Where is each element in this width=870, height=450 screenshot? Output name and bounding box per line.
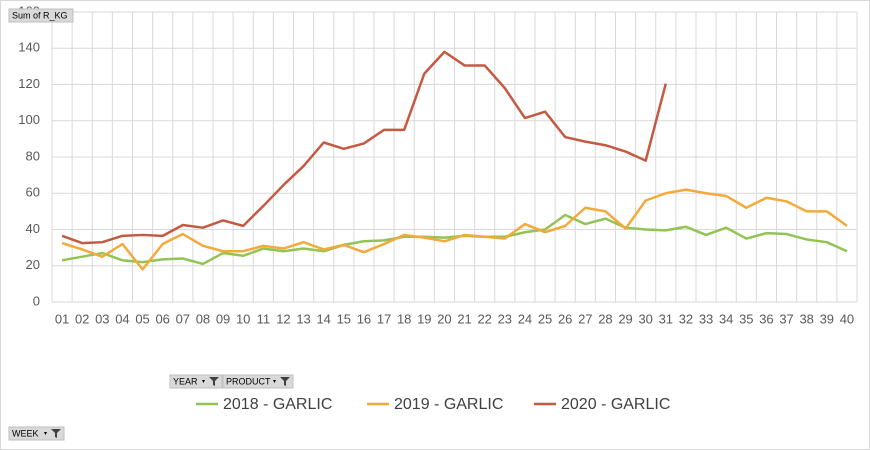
x-tick-label: 05 bbox=[135, 311, 149, 326]
x-tick-label: 27 bbox=[578, 311, 592, 326]
y-tick-label: 20 bbox=[26, 257, 40, 272]
filter-icon bbox=[209, 377, 219, 386]
x-tick-label: 30 bbox=[638, 311, 652, 326]
x-tick-label: 37 bbox=[779, 311, 793, 326]
x-tick-label: 23 bbox=[498, 311, 512, 326]
x-tick-label: 21 bbox=[457, 311, 471, 326]
x-tick-label: 35 bbox=[739, 311, 753, 326]
y-tick-label: 0 bbox=[33, 293, 40, 308]
field-button[interactable]: YEAR bbox=[169, 374, 223, 389]
x-tick-label: 34 bbox=[719, 311, 733, 326]
x-tick-label: 39 bbox=[820, 311, 834, 326]
legend-label: 2019 - GARLIC bbox=[394, 396, 503, 413]
y-tick-label: 80 bbox=[26, 148, 40, 163]
y-tick-label: 60 bbox=[26, 185, 40, 200]
x-tick-label: 36 bbox=[759, 311, 773, 326]
x-tick-label: 29 bbox=[618, 311, 632, 326]
dropdown-icon bbox=[273, 380, 276, 383]
legend-label: 2020 - GARLIC bbox=[561, 396, 670, 413]
x-tick-label: 11 bbox=[257, 311, 271, 326]
x-tick-label: 40 bbox=[840, 311, 854, 326]
x-tick-label: 06 bbox=[155, 311, 169, 326]
series-line bbox=[61, 213, 848, 266]
x-tick-label: 07 bbox=[176, 311, 190, 326]
x-tick-label: 25 bbox=[538, 311, 552, 326]
field-button[interactable]: PRODUCT bbox=[222, 374, 294, 389]
x-tick-label: 31 bbox=[659, 311, 673, 326]
button-label: YEAR bbox=[173, 376, 198, 386]
x-tick-label: 02 bbox=[75, 311, 89, 326]
dropdown-icon bbox=[202, 380, 205, 383]
x-tick-label: 16 bbox=[357, 311, 371, 326]
series-line bbox=[61, 188, 848, 271]
x-tick-label: 09 bbox=[216, 311, 230, 326]
x-tick-label: 13 bbox=[296, 311, 310, 326]
legend-label: 2018 - GARLIC bbox=[223, 396, 332, 413]
x-tick-label: 12 bbox=[276, 311, 290, 326]
x-tick-label: 14 bbox=[316, 311, 330, 326]
x-tick-label: 04 bbox=[115, 311, 129, 326]
series-line bbox=[61, 50, 668, 245]
x-tick-label: 10 bbox=[236, 311, 250, 326]
button-label: WEEK bbox=[12, 428, 39, 438]
dropdown-icon bbox=[44, 432, 47, 435]
filter-icon bbox=[280, 377, 290, 386]
x-tick-label: 33 bbox=[699, 311, 713, 326]
x-tick-label: 08 bbox=[196, 311, 210, 326]
x-tick-label: 24 bbox=[518, 311, 532, 326]
button-label: Sum of R_KG bbox=[12, 10, 68, 20]
x-tick-label: 20 bbox=[437, 311, 451, 326]
x-tick-label: 01 bbox=[55, 311, 69, 326]
field-button[interactable]: WEEK bbox=[8, 426, 65, 441]
x-tick-label: 32 bbox=[679, 311, 693, 326]
x-tick-label: 38 bbox=[799, 311, 813, 326]
button-bg bbox=[8, 8, 74, 23]
filter-icon bbox=[51, 429, 61, 438]
x-tick-label: 17 bbox=[377, 311, 391, 326]
button-label: PRODUCT bbox=[226, 376, 271, 386]
button-bg bbox=[8, 426, 65, 441]
field-button[interactable]: Sum of R_KG bbox=[8, 8, 74, 23]
x-tick-label: 18 bbox=[397, 311, 411, 326]
y-tick-label: 40 bbox=[26, 221, 40, 236]
y-tick-label: 120 bbox=[18, 76, 40, 91]
x-tick-label: 26 bbox=[558, 311, 572, 326]
x-tick-label: 19 bbox=[417, 311, 431, 326]
y-tick-label: 100 bbox=[18, 112, 40, 127]
x-tick-label: 15 bbox=[337, 311, 351, 326]
button-bg bbox=[222, 374, 294, 389]
x-tick-label: 03 bbox=[95, 311, 109, 326]
y-tick-label: 140 bbox=[18, 40, 40, 55]
x-tick-label: 22 bbox=[477, 311, 491, 326]
x-tick-label: 28 bbox=[598, 311, 612, 326]
button-bg bbox=[169, 374, 223, 389]
